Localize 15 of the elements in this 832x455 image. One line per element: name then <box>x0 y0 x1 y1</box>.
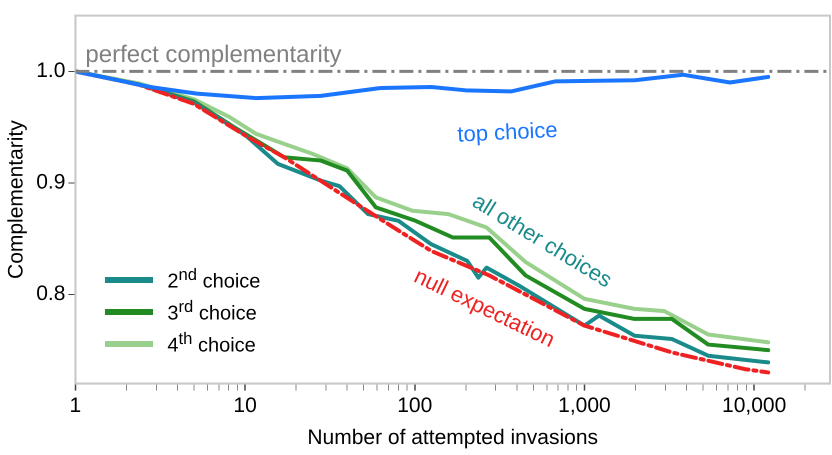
x-tick-label: 1 <box>70 394 82 417</box>
legend-label: 4$^{th}$ choice <box>167 329 256 358</box>
y-axis-title: Complementarity <box>4 120 28 279</box>
x-tick-label: 100 <box>397 394 432 417</box>
x-tick-label: 10 <box>233 394 257 417</box>
x-axis-title: Number of attempted invasions <box>307 426 598 450</box>
legend-label: 3$^{rd}$ choice <box>167 297 257 326</box>
y-tick-label: 1.0 <box>36 59 66 82</box>
ref-line-label: perfect complementarity <box>85 40 342 68</box>
y-tick-label: 0.8 <box>36 282 66 306</box>
y-tick-label: 0.9 <box>36 170 66 194</box>
legend-label: 2$^{nd}$ choice <box>167 265 260 294</box>
x-tick-label: 10,000 <box>722 394 786 417</box>
x-tick-label: 1,000 <box>558 394 611 417</box>
series-label: top choice <box>456 116 558 147</box>
